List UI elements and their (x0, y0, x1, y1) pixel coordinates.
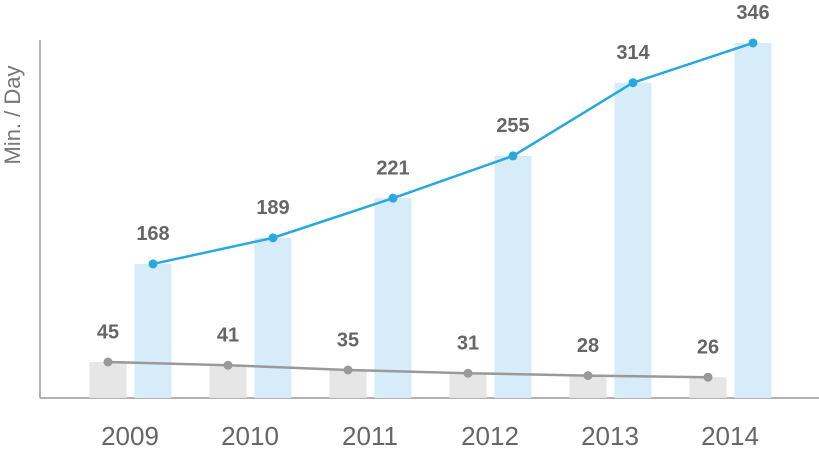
point (703, 372, 713, 382)
bar (374, 198, 412, 398)
x-tick-label: 2011 (342, 421, 398, 449)
value-label: 189 (256, 197, 289, 219)
point (583, 371, 593, 381)
bar (134, 263, 172, 398)
value-label: 346 (736, 2, 769, 24)
point (268, 233, 278, 243)
point (223, 360, 233, 370)
value-label: 26 (697, 336, 719, 358)
y-axis-label: Min. / Day (0, 65, 25, 164)
point (148, 259, 158, 269)
bar (254, 237, 292, 398)
value-label: 41 (217, 324, 239, 346)
bar (329, 370, 367, 398)
point (103, 357, 113, 367)
bar (689, 377, 727, 398)
bar (614, 82, 652, 399)
value-label: 31 (457, 332, 479, 354)
bar (569, 375, 607, 398)
point (508, 151, 518, 161)
value-label: 28 (577, 335, 599, 357)
point (343, 365, 353, 375)
point (388, 193, 398, 203)
value-label: 35 (337, 329, 359, 351)
bar (734, 42, 772, 399)
value-label: 314 (616, 42, 650, 64)
point (628, 78, 638, 88)
point (463, 368, 473, 378)
value-label: 45 (97, 321, 119, 343)
line (107, 360, 709, 379)
bar (209, 365, 247, 398)
line (152, 41, 754, 266)
x-tick-label: 2012 (461, 421, 519, 449)
x-tick-label: 2013 (581, 421, 639, 449)
value-label: 168 (136, 223, 169, 245)
x-tick-label: 2009 (101, 421, 159, 449)
point (748, 38, 758, 48)
bar (89, 362, 127, 398)
value-label: 221 (376, 157, 409, 179)
x-tick-label: 2014 (701, 421, 759, 449)
value-label: 255 (496, 115, 529, 137)
x-tick-label: 2010 (221, 421, 279, 449)
bar (494, 155, 532, 398)
